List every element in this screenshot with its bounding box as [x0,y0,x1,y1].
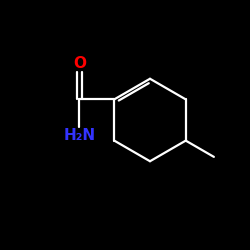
Text: H₂N: H₂N [63,128,95,143]
Text: O: O [73,56,86,70]
